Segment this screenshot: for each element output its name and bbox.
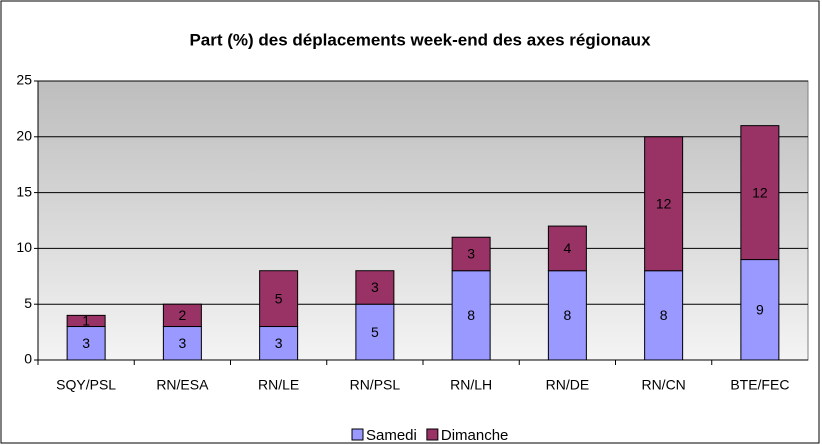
bar-segment [259,270,299,328]
data-label: 8 [660,307,668,323]
bar-segment [66,326,106,361]
data-label: 5 [371,324,379,340]
x-tick-label: RN/DE [546,377,590,393]
plot-area [37,80,809,361]
data-label: 5 [275,290,283,306]
bar-segment [162,326,202,361]
data-label: 4 [563,240,571,256]
data-label: 12 [656,195,672,211]
data-label: 3 [275,335,283,351]
y-tick-label: 20 [16,128,32,144]
data-label: 8 [467,307,475,323]
x-tick-label: RN/CN [641,377,685,393]
bar-segment [162,303,202,328]
data-label: 12 [752,184,768,200]
legend-label: Dimanche [441,427,509,444]
bar-segment [740,125,780,261]
bar-segment [644,136,684,272]
y-tick-label: 15 [16,183,32,199]
data-label: 8 [563,307,571,323]
bar-segment [66,314,106,328]
y-tick-label: 10 [16,239,32,255]
bar-segment [259,326,299,361]
data-label: 3 [82,335,90,351]
legend-swatch [351,428,364,441]
bar-segment [355,303,395,361]
y-tick-label: 5 [24,295,32,311]
data-label: 9 [756,301,764,317]
x-tick-label: BTE/FEC [730,377,789,393]
legend-label: Samedi [366,427,417,444]
x-tick-label: RN/LE [258,377,299,393]
bar-segment [451,236,491,272]
data-label: 3 [371,279,379,295]
bar-segment [355,270,395,305]
legend-swatch [426,428,439,441]
data-label: 3 [178,335,186,351]
bar-segment [547,225,587,272]
y-tick-label: 0 [24,351,32,367]
bar-segment [740,259,780,361]
x-tick-label: RN/LH [450,377,492,393]
data-label: 2 [178,307,186,323]
y-tick-label: 25 [16,72,32,88]
x-tick-label: RN/PSL [350,377,401,393]
data-label: 1 [82,313,90,329]
bar-segment [451,270,491,361]
bar-segment [644,270,684,361]
bar-segment [547,270,587,361]
x-tick-label: SQY/PSL [56,377,116,393]
x-tick-label: RN/ESA [156,377,209,393]
chart-title: Part (%) des déplacements week-end des a… [189,30,651,49]
data-label: 3 [467,246,475,262]
